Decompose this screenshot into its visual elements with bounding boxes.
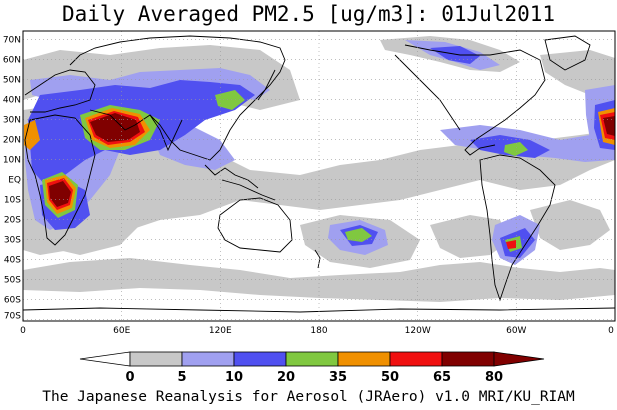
colorbar-label: 5 (177, 370, 186, 385)
colorbar-swatch-3 (233, 351, 287, 367)
colorbar-swatch-5 (337, 351, 391, 367)
colorbar (79, 351, 545, 367)
colorbar-swatch-8 (493, 351, 545, 367)
colorbar-labels: 0 5 10 20 35 50 65 80 (125, 370, 503, 385)
pm25-level-over-80 (49, 113, 615, 207)
colorbar-swatch-0 (79, 351, 131, 367)
lat-label: 10N (3, 156, 21, 166)
colorbar-swatch-7 (441, 351, 495, 367)
lon-label: 0 (608, 326, 614, 336)
pm25-fields (23, 36, 615, 302)
longitude-axis: 0 60E 120E 180 120W 60W 0 (20, 326, 614, 336)
lat-label: 40S (4, 256, 21, 266)
lon-label: 60W (506, 326, 526, 336)
map-title: Daily Averaged PM2.5 [ug/m3]: 01Jul2011 (61, 2, 556, 26)
lat-label: 50S (4, 276, 21, 286)
lon-label: 120W (405, 326, 431, 336)
graticule (23, 31, 615, 321)
lat-label: 70S (4, 312, 21, 322)
lat-label: 30N (3, 116, 21, 126)
lon-label: 180 (310, 326, 327, 336)
lon-label: 120E (209, 326, 232, 336)
colorbar-label: 35 (329, 370, 347, 385)
colorbar-label: 10 (225, 370, 243, 385)
lat-label: 20S (4, 216, 21, 226)
map-frame (22, 30, 616, 322)
lat-label: 50N (3, 76, 21, 86)
colorbar-label: 65 (433, 370, 451, 385)
lat-label: 20N (3, 136, 21, 146)
colorbar-label: 20 (277, 370, 295, 385)
data-source-credit: The Japanese Reanalysis for Aerosol (JRA… (42, 389, 575, 405)
lon-label: 0 (20, 326, 26, 336)
lat-label: 60N (3, 56, 21, 66)
lat-label: 70N (3, 36, 21, 46)
coastlines (23, 35, 615, 313)
colorbar-swatch-4 (285, 351, 339, 367)
colorbar-swatch-6 (389, 351, 443, 367)
colorbar-label: 0 (125, 370, 134, 385)
latitude-axis: 70N 60N 50N 40N 30N 20N 10N EQ 10S 20S 3… (3, 36, 21, 322)
colorbar-swatch-1 (129, 351, 183, 367)
lon-label: 60E (113, 326, 130, 336)
colorbar-swatch-2 (181, 351, 235, 367)
lat-label: 10S (4, 196, 21, 206)
lat-label: 60S (4, 296, 21, 306)
lat-label: 30S (4, 236, 21, 246)
colorbar-label: 50 (381, 370, 399, 385)
colorbar-label: 80 (485, 370, 503, 385)
lat-label: 40N (3, 96, 21, 106)
lat-label: EQ (8, 176, 21, 186)
